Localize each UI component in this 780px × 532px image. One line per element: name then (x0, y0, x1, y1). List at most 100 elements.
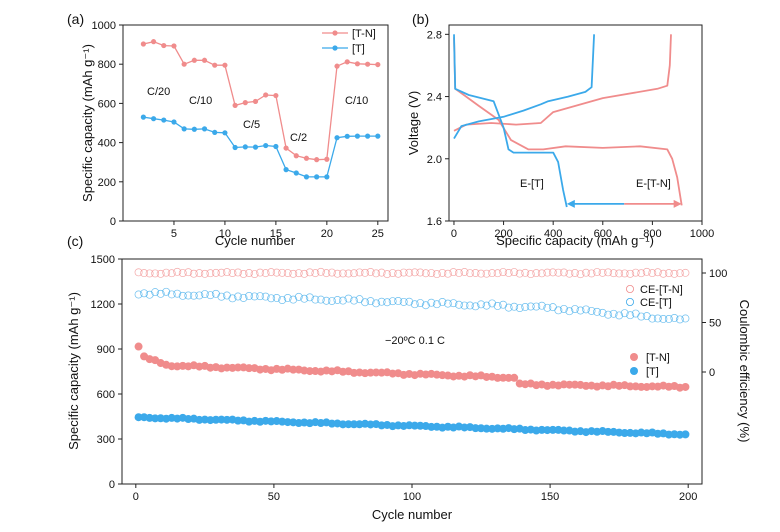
legend-a-marker-t (332, 45, 338, 51)
ce-tn-point (372, 269, 381, 278)
data-point-t (191, 126, 197, 132)
data-point-t (181, 126, 187, 132)
ce-tn-point (410, 268, 419, 277)
ce-tn-point (477, 269, 485, 278)
data-point-tn (375, 61, 381, 68)
arrow-head-left (566, 199, 575, 208)
ce-t-point (642, 312, 651, 321)
curve-label-etn: E-[T-N] (636, 178, 671, 190)
capacity-t-point (681, 430, 690, 439)
legend-c-marker-ce-t (626, 297, 635, 306)
ce-tn-point (521, 268, 530, 277)
ce-t-point (559, 304, 568, 313)
ce-t-point (427, 298, 436, 307)
ce-t-point (477, 300, 485, 309)
ce-tn-point (443, 269, 452, 278)
ce-tn-point (156, 269, 165, 278)
data-point-tn (252, 98, 259, 105)
ce-t-point (543, 303, 552, 312)
ce-tn-point (228, 269, 237, 277)
ce-t-point (339, 296, 347, 305)
legend-a: [T-N] [T] (322, 28, 376, 55)
data-point-t (252, 144, 259, 150)
series-line-tn (143, 41, 378, 161)
data-point-tn (365, 61, 371, 67)
ce-tn-point (339, 269, 347, 278)
ce-tn-point (239, 270, 248, 278)
capacity-tn-point (504, 373, 513, 382)
capacity-tn-point (510, 373, 519, 382)
ce-tn-point (598, 268, 607, 277)
ce-tn-point (234, 268, 242, 277)
capacity-tn-point (626, 382, 635, 391)
y2-tick-label-c: 100 (709, 268, 727, 280)
ce-tn-point (493, 269, 502, 278)
ce-tn-point (278, 268, 287, 277)
ce-tn-point (388, 269, 397, 277)
y-tick-label-a: 1000 (92, 20, 116, 32)
ce-t-point (432, 300, 441, 309)
rate-label-c5: C/5 (243, 119, 260, 131)
ce-t-point (361, 298, 369, 307)
ce-t-point (316, 295, 325, 304)
ce-tn-point (482, 269, 491, 278)
capacity-t-point (151, 414, 160, 423)
ce-tn-point (350, 269, 358, 278)
y-tick-label-b: 2.0 (427, 154, 442, 166)
ce-tn-point (526, 270, 535, 279)
y-axis-title-a: Specific capacity (mAh g⁻¹) (80, 44, 95, 202)
voltage-curve-3 (453, 34, 595, 140)
rate-label-c20: C/20 (147, 86, 170, 98)
ce-tn-point (399, 268, 408, 277)
ce-t-point (471, 302, 480, 311)
ce-t-point (151, 288, 160, 297)
ce-tn-point (631, 268, 640, 277)
ce-t-point (582, 305, 590, 314)
ce-tn-point (559, 268, 568, 277)
panel-c: (c) Cycle number Specific capacity (mAh … (66, 233, 752, 522)
ce-t-point (394, 297, 403, 305)
ce-tn-point (355, 268, 364, 277)
data-point-t (201, 126, 208, 132)
ce-t-point (510, 302, 519, 311)
ce-t-point (206, 291, 215, 300)
condition-annotation: −20ºC 0.1 C (385, 335, 445, 347)
panel-c-label: (c) (67, 233, 83, 249)
ce-tn-point (571, 269, 579, 277)
data-point-tn (150, 39, 157, 45)
ce-tn-point (432, 270, 441, 279)
y-tick-label-c: 900 (97, 344, 115, 356)
ce-t-point (195, 291, 204, 300)
ce-t-point (637, 312, 646, 321)
ce-tn-point (427, 269, 436, 277)
x-tick-label-b: 1000 (690, 228, 714, 240)
ce-t-point (256, 292, 265, 301)
capacity-tn-point (234, 363, 242, 372)
ce-tn-point (195, 269, 204, 278)
legend-a-label-t: [T] (352, 43, 365, 55)
ce-tn-point (416, 268, 425, 277)
ce-t-point (134, 290, 143, 299)
ce-tn-point (648, 269, 657, 278)
ce-t-point (156, 289, 165, 298)
ce-tn-point (245, 269, 253, 277)
ce-tn-point (554, 268, 563, 277)
ce-t-point (250, 292, 259, 301)
ce-tn-point (681, 268, 690, 277)
ce-t-point (173, 289, 182, 298)
ce-t-point (504, 303, 513, 312)
ce-t-point (416, 299, 425, 307)
x-tick-label-b: 600 (594, 228, 612, 240)
capacity-tn-point (289, 365, 298, 374)
data-point-tn (140, 41, 146, 47)
ce-t-point (261, 292, 270, 301)
x-axis-title-a: Cycle number (215, 233, 296, 248)
series-group-c (134, 267, 690, 439)
ce-tn-point (167, 269, 176, 278)
y-tick-label-b: 2.4 (427, 92, 442, 104)
ce-tn-point (593, 268, 601, 276)
x-tick-label-c: 100 (403, 491, 421, 503)
y2-tick-label-c: 0 (709, 367, 715, 379)
ce-t-point (217, 292, 226, 301)
